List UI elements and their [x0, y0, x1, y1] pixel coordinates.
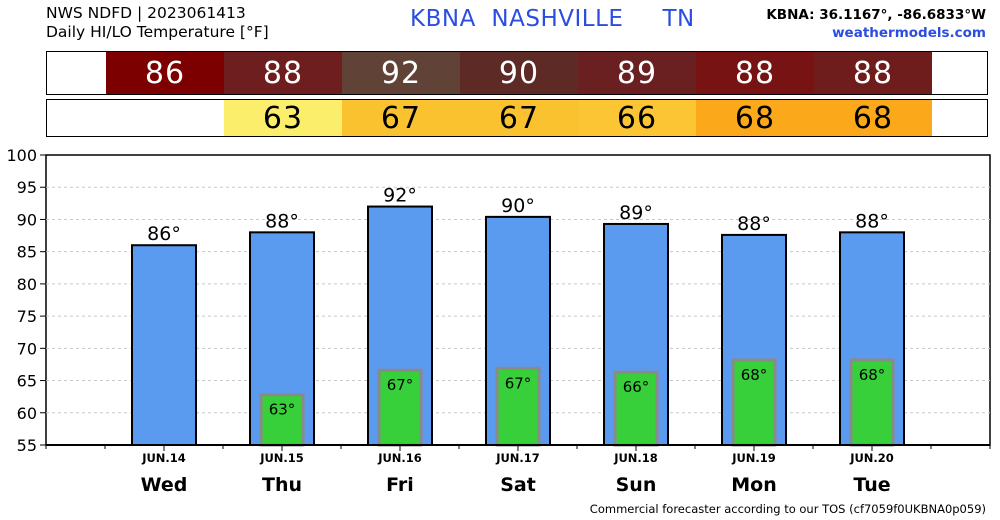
date-label: JUN.15 — [259, 451, 304, 465]
day-label: Sat — [500, 474, 536, 496]
hi-strip-tail-blank — [932, 52, 987, 94]
y-tick-label: 55 — [17, 436, 37, 455]
hi-strip-cell: 90 — [460, 52, 578, 94]
lo-bar-label: 68° — [859, 366, 886, 384]
hi-bar-label: 89° — [619, 202, 653, 224]
hi-bar-label: 88° — [265, 210, 299, 232]
lo-bar-label: 67° — [387, 376, 414, 394]
hi-strip-cell: 88 — [224, 52, 342, 94]
hi-strip-cell: 86 — [106, 52, 224, 94]
date-label: JUN.18 — [613, 451, 658, 465]
date-label: JUN.16 — [377, 451, 422, 465]
lo-bar — [259, 393, 305, 447]
hi-strip-cell: 89 — [578, 52, 696, 94]
lo-strip-cell: 63 — [224, 100, 342, 136]
station-coords: KBNA: 36.1167°, -86.6833°W — [766, 7, 986, 23]
y-tick-label: 100 — [6, 146, 37, 165]
lo-temp-strip: 63 67 67 66 68 68 — [46, 99, 988, 137]
product-label: Daily HI/LO Temperature [°F] — [46, 23, 269, 41]
lo-strip-cell: 68 — [814, 100, 932, 136]
hi-strip-lead-blank — [47, 52, 106, 94]
hi-bar-label: 90° — [501, 195, 535, 217]
lo-bar-label: 68° — [741, 366, 768, 384]
footer-note: Commercial forecaster according to our T… — [589, 502, 986, 516]
hi-bar — [131, 244, 197, 446]
y-tick-label: 95 — [17, 178, 37, 197]
hi-bar-label: 86° — [147, 223, 181, 245]
lo-strip-cell: 67 — [342, 100, 460, 136]
lo-bar-label: 63° — [269, 401, 296, 419]
hi-strip-cell: 88 — [696, 52, 814, 94]
hi-bar-label: 88° — [737, 213, 771, 235]
lo-strip-cell: 68 — [696, 100, 814, 136]
y-tick-label: 75 — [17, 307, 37, 326]
header-info: NWS NDFD | 2023061413 Daily HI/LO Temper… — [46, 4, 269, 42]
lo-bar — [495, 366, 541, 447]
y-tick-label: 85 — [17, 243, 37, 262]
day-label: Wed — [141, 474, 188, 496]
date-label: JUN.14 — [141, 451, 186, 465]
y-tick-label: 60 — [17, 404, 37, 423]
day-label: Mon — [731, 474, 777, 496]
header-right: KBNA: 36.1167°, -86.6833°W weathermodels… — [766, 6, 986, 42]
date-label: JUN.20 — [849, 451, 894, 465]
y-tick-label: 65 — [17, 372, 37, 391]
lo-strip-lead-blank — [47, 100, 106, 136]
y-tick-label: 90 — [17, 210, 37, 229]
hi-strip-cell: 88 — [814, 52, 932, 94]
hi-bar-label: 92° — [383, 185, 417, 207]
date-label: JUN.19 — [731, 451, 776, 465]
lo-bar-label: 66° — [623, 378, 650, 396]
site-link[interactable]: weathermodels.com — [832, 25, 986, 41]
date-label: JUN.17 — [495, 451, 540, 465]
lo-bar — [731, 358, 777, 447]
day-label: Sun — [616, 474, 657, 496]
hi-bar-label: 88° — [855, 210, 889, 232]
y-tick-label: 80 — [17, 275, 37, 294]
lo-bar — [377, 368, 423, 447]
lo-strip-cell: 66 — [578, 100, 696, 136]
hi-strip-cell: 92 — [342, 52, 460, 94]
station-title: KBNA NASHVILLE TN — [410, 6, 695, 32]
y-tick-label: 70 — [17, 339, 37, 358]
day-label: Fri — [386, 474, 414, 496]
lo-strip-tail-blank — [932, 100, 987, 136]
lo-strip-cell — [106, 100, 224, 136]
lo-bar-label: 67° — [505, 374, 532, 392]
day-label: Thu — [262, 474, 302, 496]
day-label: Tue — [853, 474, 890, 496]
hi-temp-strip: 86 88 92 90 89 88 88 — [46, 51, 988, 95]
model-run-label: NWS NDFD | 2023061413 — [46, 4, 246, 22]
lo-strip-cell: 67 — [460, 100, 578, 136]
